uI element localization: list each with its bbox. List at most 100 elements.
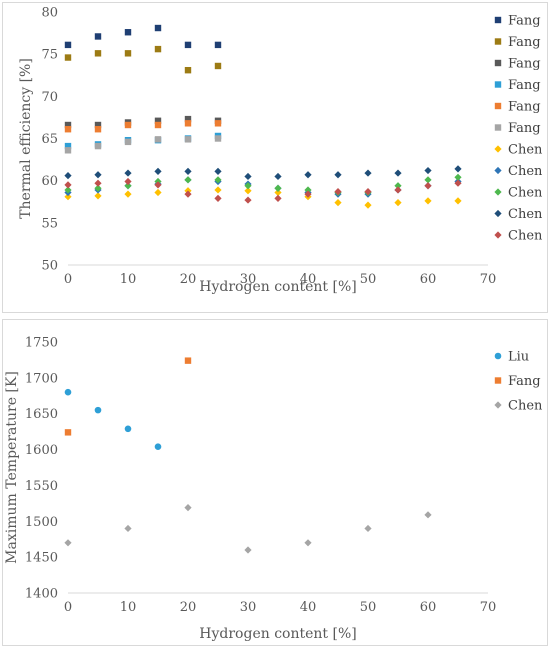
top-data-point xyxy=(154,167,162,175)
top-series-7 xyxy=(64,176,462,198)
top-y-tick-label: 80 xyxy=(41,6,58,21)
top-data-point xyxy=(244,187,252,195)
top-data-point xyxy=(394,169,402,177)
top-data-point xyxy=(124,138,132,146)
top-legend-swatch xyxy=(494,102,502,110)
bottom-data-point xyxy=(424,511,432,519)
bottom-y-axis-title: Maximum Temperature [K] xyxy=(4,371,20,564)
top-x-tick-label: 40 xyxy=(300,272,317,287)
bottom-series-1 xyxy=(64,357,192,436)
bottom-axes: 1400 1450 1500 1550 1600 1650 1700 1750 0 10 20 30 4… xyxy=(4,336,496,643)
top-legend-swatch xyxy=(494,231,502,239)
top-legend-label: Fang xyxy=(508,35,541,50)
top-data-point xyxy=(184,167,192,175)
bottom-y-tick-label: 1700 xyxy=(25,371,58,386)
top-data-point xyxy=(274,172,282,181)
top-data-point xyxy=(94,142,102,150)
top-data-point xyxy=(214,41,222,49)
top-data-point xyxy=(94,126,102,133)
top-legend-swatch xyxy=(494,81,502,88)
top-data-point xyxy=(214,167,222,175)
top-data-point xyxy=(154,24,162,32)
bottom-y-tick-label: 1400 xyxy=(25,587,58,602)
top-data-point xyxy=(64,172,72,180)
top-x-tick-label: 50 xyxy=(360,272,377,287)
top-data-point xyxy=(454,165,462,173)
top-data-point xyxy=(274,194,282,202)
top-data-point xyxy=(394,182,402,190)
top-data-point xyxy=(334,171,342,179)
bottom-legend-label: Liu xyxy=(508,350,529,365)
bottom-legend-swatch xyxy=(494,352,502,360)
top-legend-label: Chen xyxy=(508,143,543,158)
bottom-x-tick-label: 60 xyxy=(420,600,437,615)
top-data-point xyxy=(244,172,252,181)
top-legend-swatch xyxy=(494,166,502,175)
top-x-tick-label: 60 xyxy=(420,272,437,287)
bottom-x-tick-label: 30 xyxy=(240,600,257,615)
top-data-point xyxy=(244,182,252,190)
top-data-point xyxy=(184,190,192,198)
top-y-tick-label: 50 xyxy=(41,259,58,274)
top-y-tick-label: 65 xyxy=(41,132,58,147)
top-series-0 xyxy=(64,24,222,49)
top-legend-swatch xyxy=(494,59,502,67)
top-data-point xyxy=(214,62,222,70)
bottom-data-point xyxy=(364,524,372,533)
top-legend-swatch xyxy=(494,124,502,131)
top-data-point xyxy=(364,188,372,196)
top-legend-swatch xyxy=(494,16,502,24)
top-x-tick-label: 10 xyxy=(120,272,137,287)
top-legend-swatch xyxy=(494,209,502,218)
bottom-legend-swatch xyxy=(494,401,502,409)
top-series-3 xyxy=(64,132,222,150)
top-axes: 50 55 60 65 70 75 80 0 10 20 30 40 50 60 70 Hydrogen co… xyxy=(18,6,496,296)
bottom-chart-panel xyxy=(2,319,548,646)
top-legend-label: Chen xyxy=(508,164,543,179)
top-data-point xyxy=(214,186,222,194)
top-marks xyxy=(64,24,462,209)
bottom-x-tick-label: 40 xyxy=(300,600,317,615)
bottom-marks xyxy=(64,357,432,554)
top-data-point xyxy=(154,181,162,189)
bottom-data-point xyxy=(124,524,132,533)
top-data-point xyxy=(454,197,462,205)
top-x-tick-label: 70 xyxy=(480,272,497,287)
bottom-data-point xyxy=(244,546,252,554)
top-y-tick-label: 75 xyxy=(41,48,58,63)
top-series-4 xyxy=(64,120,222,133)
top-data-point xyxy=(124,121,132,129)
top-series-5 xyxy=(64,135,222,154)
bottom-x-tick-label: 0 xyxy=(64,600,72,615)
top-data-point xyxy=(214,176,222,184)
top-legend-swatch xyxy=(494,38,502,45)
top-data-point xyxy=(124,182,132,190)
top-data-point xyxy=(394,186,402,194)
bottom-y-tick-label: 1500 xyxy=(25,515,58,530)
top-y-axis-title: Thermal efficiency [%] xyxy=(18,58,34,219)
top-data-point xyxy=(64,41,72,49)
top-data-point xyxy=(364,169,372,177)
top-data-point xyxy=(184,41,192,49)
top-legend-swatch xyxy=(494,145,502,153)
top-legend-swatch xyxy=(494,188,502,196)
bottom-data-point xyxy=(184,357,192,364)
top-data-point xyxy=(124,190,132,198)
bottom-data-point xyxy=(64,388,72,396)
top-data-point xyxy=(304,190,312,198)
top-data-point xyxy=(334,188,342,196)
top-x-tick-label: 20 xyxy=(180,272,197,287)
top-data-point xyxy=(274,184,282,192)
top-legend-label: Chen xyxy=(508,186,543,201)
bottom-y-tick-label: 1550 xyxy=(25,479,58,494)
top-series-10 xyxy=(64,177,462,204)
top-data-point xyxy=(184,176,192,184)
top-data-point xyxy=(64,142,72,150)
top-data-point xyxy=(304,186,312,194)
top-data-point xyxy=(94,179,102,187)
top-data-point xyxy=(154,45,162,53)
top-data-point xyxy=(214,194,222,202)
top-chart-panel xyxy=(2,2,548,313)
top-data-point xyxy=(394,198,402,207)
